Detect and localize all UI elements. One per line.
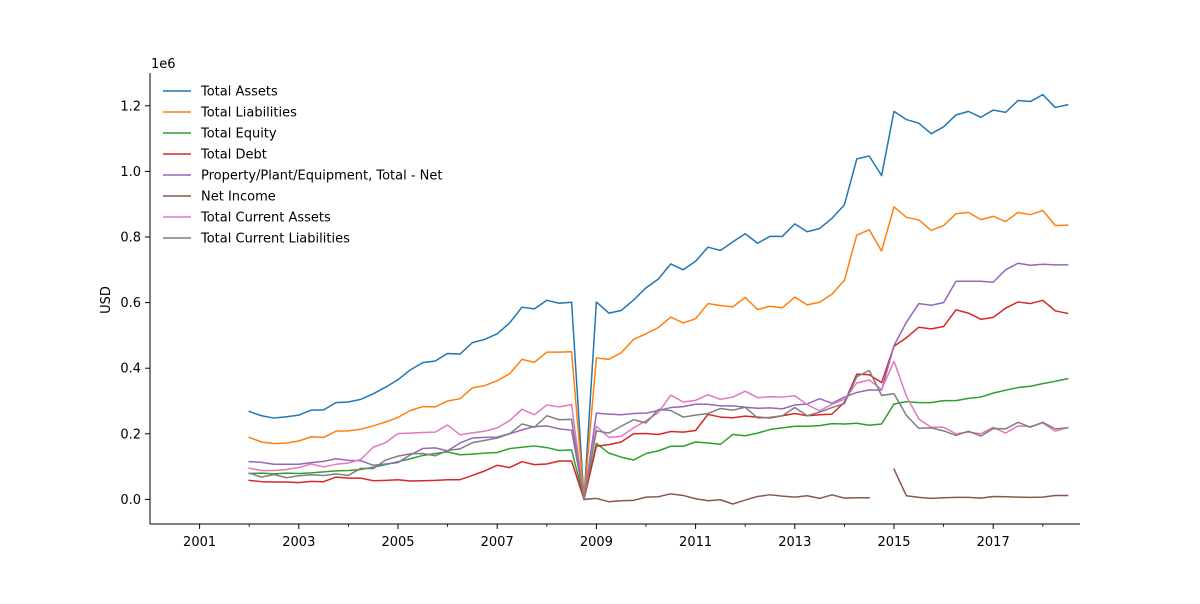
x-axis-ticks: 2001 2003 2005 2007 2009 2011 2013 2015 2017: [183, 524, 1044, 550]
legend-label-total-current-liabilities: Total Current Liabilities: [200, 232, 350, 247]
y-tick-label-0.4: 0.4: [120, 362, 141, 377]
legend-label-total-liabilities: Total Liabilities: [200, 106, 297, 121]
x-tick-label-2015: 2015: [877, 535, 910, 550]
x-tick-label-2001: 2001: [183, 535, 216, 550]
x-tick-label-2005: 2005: [381, 535, 414, 550]
legend-label-net-income: Net Income: [201, 190, 276, 205]
series-line-total-debt: [248, 299, 1069, 501]
series-line-total-equity: [248, 377, 1069, 501]
y-tick-label-0.6: 0.6: [120, 296, 141, 311]
legend-label-total-debt: Total Debt: [200, 148, 267, 163]
legend-label-total-current-assets: Total Current Assets: [200, 211, 331, 226]
x-tick-label-2017: 2017: [977, 535, 1010, 550]
legend-label-property-plant-equipment-total-net: Property/Plant/Equipment, Total - Net: [201, 169, 443, 184]
series-layer: [248, 93, 1069, 505]
y-tick-label-0.0: 0.0: [120, 493, 141, 508]
y-tick-label-1.2: 1.2: [120, 99, 141, 114]
legend-label-total-equity: Total Equity: [200, 127, 277, 142]
y-axis-multiplier: 1e6: [151, 57, 176, 72]
y-axis-ticks: 0.0 0.2 0.4 0.6 0.8 1.0 1.2: [120, 99, 150, 508]
x-tick-label-2009: 2009: [580, 535, 613, 550]
series-line-property-plant-equipment-total-net: [248, 262, 1069, 501]
x-tick-label-2003: 2003: [282, 535, 315, 550]
series-line-total-assets: [248, 93, 1069, 501]
series-line-net-income: [583, 468, 1069, 505]
y-tick-label-0.2: 0.2: [120, 427, 141, 442]
legend: Total Assets Total Liabilities Total Equit…: [163, 85, 443, 247]
series-line-total-current-assets: [248, 360, 1069, 501]
x-tick-label-2013: 2013: [778, 535, 811, 550]
y-tick-label-0.8: 0.8: [120, 231, 141, 246]
series-line-total-current-liabilities: [248, 369, 1069, 501]
series-line-total-liabilities: [248, 206, 1069, 501]
legend-label-total-assets: Total Assets: [200, 85, 278, 100]
x-tick-label-2007: 2007: [481, 535, 514, 550]
x-tick-label-2011: 2011: [679, 535, 712, 550]
y-tick-label-1.0: 1.0: [120, 165, 141, 180]
y-axis-label: USD: [99, 286, 114, 314]
